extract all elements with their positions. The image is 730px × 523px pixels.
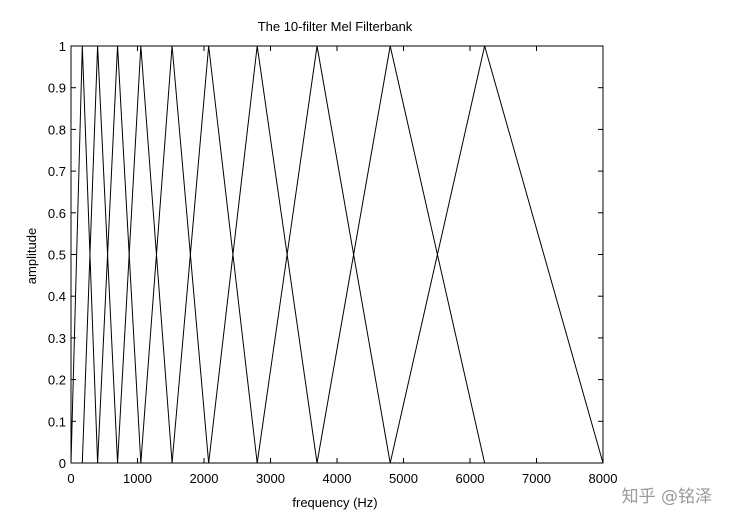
y-tick-label: 1 bbox=[59, 39, 66, 54]
x-tick-label: 2000 bbox=[190, 471, 219, 486]
y-tick-label: 0 bbox=[59, 456, 66, 471]
y-tick-label: 0.1 bbox=[48, 414, 66, 429]
y-axis-ticks: 0 0.1 0.2 0.3 0.4 0.5 0.6 0.7 0.8 0.9 1 bbox=[48, 39, 603, 471]
x-tick-label: 5000 bbox=[389, 471, 418, 486]
y-tick-label: 0.5 bbox=[48, 248, 66, 263]
filter-8-line bbox=[256, 45, 391, 464]
filter-9-line bbox=[316, 45, 486, 464]
y-tick-label: 0.3 bbox=[48, 331, 66, 346]
filter-10-line bbox=[389, 45, 604, 464]
filter-lines bbox=[70, 45, 604, 464]
x-tick-label: 4000 bbox=[323, 471, 352, 486]
filter-4-line bbox=[117, 45, 173, 464]
y-tick-label: 0.9 bbox=[48, 81, 66, 96]
chart-title: The 10-filter Mel Filterbank bbox=[258, 19, 413, 34]
y-tick-label: 0.2 bbox=[48, 373, 66, 388]
x-tick-label: 6000 bbox=[456, 471, 485, 486]
y-tick-label: 0.8 bbox=[48, 122, 66, 137]
x-tick-label: 3000 bbox=[256, 471, 285, 486]
filter-5-line bbox=[140, 45, 210, 464]
y-tick-label: 0.7 bbox=[48, 164, 66, 179]
x-tick-label: 8000 bbox=[589, 471, 618, 486]
x-axis-label: frequency (Hz) bbox=[292, 495, 377, 510]
filter-6-line bbox=[171, 45, 258, 464]
filter-3-line bbox=[97, 45, 142, 464]
x-tick-label: 1000 bbox=[123, 471, 152, 486]
x-axis-ticks: 0 1000 2000 3000 4000 5000 6000 7000 8000 bbox=[67, 46, 617, 486]
y-tick-label: 0.4 bbox=[48, 289, 66, 304]
watermark-text: 知乎 @铭泽 bbox=[621, 487, 712, 507]
y-axis-label: amplitude bbox=[24, 228, 39, 284]
y-tick-label: 0.6 bbox=[48, 206, 66, 221]
x-tick-label: 7000 bbox=[522, 471, 551, 486]
x-tick-label: 0 bbox=[67, 471, 74, 486]
filter-2-line bbox=[81, 45, 119, 464]
plot-frame bbox=[70, 45, 604, 464]
filter-7-line bbox=[208, 45, 318, 464]
